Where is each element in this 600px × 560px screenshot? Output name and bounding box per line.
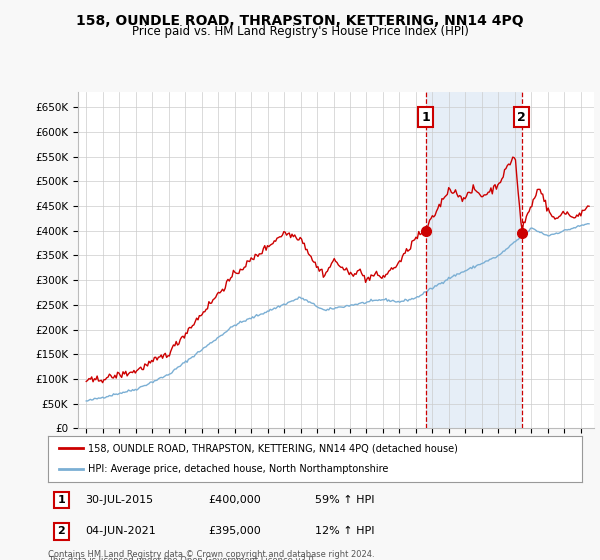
Text: 2: 2	[58, 526, 65, 536]
Text: 158, OUNDLE ROAD, THRAPSTON, KETTERING, NN14 4PQ: 158, OUNDLE ROAD, THRAPSTON, KETTERING, …	[76, 14, 524, 28]
Text: Price paid vs. HM Land Registry's House Price Index (HPI): Price paid vs. HM Land Registry's House …	[131, 25, 469, 38]
Text: 12% ↑ HPI: 12% ↑ HPI	[315, 526, 374, 536]
Text: £400,000: £400,000	[208, 495, 261, 505]
Text: Contains HM Land Registry data © Crown copyright and database right 2024.: Contains HM Land Registry data © Crown c…	[48, 550, 374, 559]
Text: 59% ↑ HPI: 59% ↑ HPI	[315, 495, 374, 505]
Text: £395,000: £395,000	[208, 526, 261, 536]
Text: HPI: Average price, detached house, North Northamptonshire: HPI: Average price, detached house, Nort…	[88, 464, 388, 474]
Text: 1: 1	[421, 111, 430, 124]
Text: 158, OUNDLE ROAD, THRAPSTON, KETTERING, NN14 4PQ (detached house): 158, OUNDLE ROAD, THRAPSTON, KETTERING, …	[88, 443, 458, 453]
Text: 04-JUN-2021: 04-JUN-2021	[85, 526, 156, 536]
Text: This data is licensed under the Open Government Licence v3.0.: This data is licensed under the Open Gov…	[48, 556, 316, 560]
Bar	[425, 92, 522, 428]
Text: 2: 2	[517, 111, 526, 124]
Text: 30-JUL-2015: 30-JUL-2015	[85, 495, 154, 505]
Text: 1: 1	[58, 495, 65, 505]
